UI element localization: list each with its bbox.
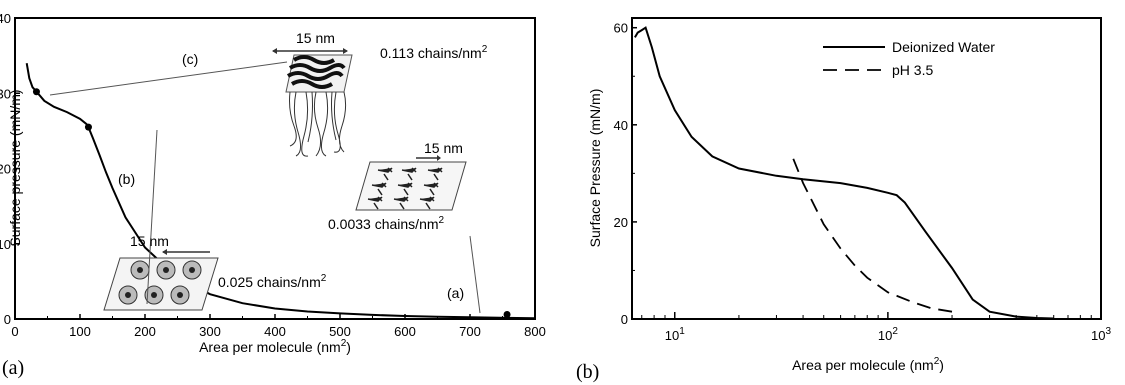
legend-label-ph-3-5: pH 3.5: [892, 62, 933, 78]
chart-a-marker-point: [84, 123, 92, 131]
chart-a-xtick-label: 800: [524, 324, 546, 339]
scale-label-c: 15 nm: [296, 30, 335, 46]
legend-label-deionized-water: Deionized Water: [892, 39, 995, 55]
chart-a-xtick-label: 700: [459, 324, 481, 339]
pointer-b: [146, 129, 158, 305]
scale-bar-b-arrow: [162, 249, 167, 255]
scale-bar-a-arrow: [437, 155, 441, 161]
series-deionized-water-line: [634, 26, 1054, 320]
density-label-b: 0.025 chains/nm2: [218, 273, 327, 290]
chart-a-ylabel: Surface pressure (mN/m): [7, 89, 23, 246]
chart-a-ytick-label: 10: [0, 237, 11, 252]
chart-b-xtick-label: 103: [1091, 326, 1111, 343]
chart-a-xtick-label: 100: [69, 324, 91, 339]
chart-a-xtick-label: 500: [329, 324, 351, 339]
chart-b-ylabel: Surface Pressure (mN/m): [587, 89, 603, 248]
series-ph-3-5-line: [792, 158, 953, 313]
chart-a-xtick-label: 400: [264, 324, 286, 339]
pointer-a: [469, 235, 481, 314]
panel-label-b: (b): [576, 361, 599, 383]
chart-b-frame: [631, 17, 1102, 320]
inset-c-brush-sketch: [272, 48, 353, 157]
density-label-c: 0.113 chains/nm2: [380, 44, 488, 61]
chart-a-ytick-label: 40: [0, 11, 11, 26]
inset-b-globule-sketch: [103, 249, 219, 311]
inset-a-pancake-sketch: [355, 155, 481, 314]
density-label-a: 0.0033 chains/nm2: [328, 215, 445, 232]
chart-b-ytick-label: 20: [614, 215, 628, 230]
label-point-b: (b): [118, 171, 135, 187]
scale-label-b: 15 nm: [130, 233, 169, 249]
label-point-c: (c): [182, 51, 198, 67]
scale-label-a: 15 nm: [424, 140, 463, 156]
panel-label-a: (a): [2, 357, 24, 379]
chart-a-series-line: [25, 63, 536, 320]
chart-a-ytick-label: 30: [0, 86, 11, 101]
legend: Deionized Water pH 3.5: [823, 39, 995, 78]
chart-a-xtick-label: 600: [394, 324, 416, 339]
chart-a-xlabel: Area per molecule (nm2): [199, 338, 351, 355]
chart-a-xtick-label: 0: [11, 324, 18, 339]
chart-b-ytick-label: 0: [621, 312, 628, 327]
chart-b-ytick-label: 60: [614, 21, 628, 36]
chart-a-xtick-label: 300: [199, 324, 221, 339]
chart-a: 0 100 200 300 400 500 600 700 800 0 10 20 30 40: [0, 11, 546, 379]
chart-a-marker-point: [503, 310, 511, 318]
chart-b-xtick-label: 101: [665, 326, 685, 343]
label-point-a: (a): [447, 285, 464, 301]
chart-a-ytick-label: 20: [0, 162, 11, 177]
chart-b-xlabel: Area per molecule (nm2): [792, 356, 944, 373]
chart-b-xtick-label: 102: [878, 326, 898, 343]
chart-a-marker-point: [32, 88, 40, 96]
pointer-c: [49, 61, 288, 96]
chart-a-xtick-label: 200: [134, 324, 156, 339]
chart-b-ytick-label: 40: [614, 118, 628, 133]
chart-a-ytick-label: 0: [4, 312, 11, 327]
